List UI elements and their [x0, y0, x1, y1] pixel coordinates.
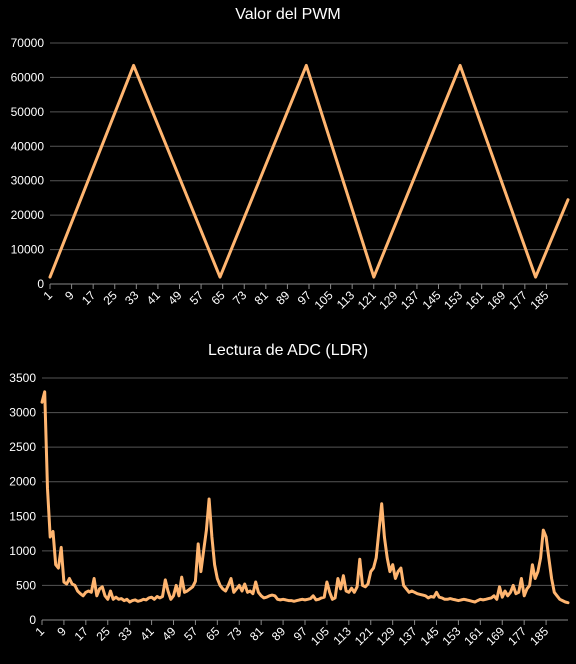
- y-tick-label: 3500: [9, 371, 36, 385]
- x-tick-label: 145: [418, 624, 442, 648]
- x-tick-label: 65: [208, 288, 228, 308]
- x-tick-label: 41: [144, 288, 164, 308]
- x-tick-label: 57: [187, 288, 207, 308]
- y-tick-label: 30000: [11, 174, 45, 188]
- x-tick-label: 73: [225, 624, 245, 644]
- x-tick-label: 9: [54, 624, 69, 639]
- x-tick-label: 1: [32, 624, 47, 639]
- x-tick-label: 145: [420, 288, 444, 312]
- x-tick-label: 185: [527, 624, 551, 648]
- x-tick-label: 17: [79, 288, 99, 308]
- x-tick-label: 169: [483, 624, 507, 648]
- y-tick-label: 1000: [9, 544, 36, 558]
- x-tick-label: 33: [122, 288, 142, 308]
- y-tick-label: 500: [16, 578, 36, 592]
- x-tick-label: 113: [334, 288, 358, 312]
- x-tick-label: 17: [72, 624, 92, 644]
- x-tick-label: 177: [506, 288, 530, 312]
- x-tick-label: 9: [62, 288, 77, 303]
- x-tick-label: 97: [295, 288, 315, 308]
- x-tick-label: 25: [94, 624, 114, 644]
- x-tick-label: 89: [273, 288, 293, 308]
- pwm-chart: Valor del PWM 0 10000 20000 30000 40000 50000…: [0, 0, 576, 330]
- y-tick-label: 70000: [11, 36, 45, 50]
- y-tick-label: 50000: [11, 105, 45, 119]
- x-tick-label: 57: [181, 624, 201, 644]
- x-tick-label: 153: [439, 624, 463, 648]
- x-tick-label: 121: [352, 624, 376, 648]
- y-tick-label: 10000: [11, 243, 45, 257]
- x-tick-label: 97: [291, 624, 311, 644]
- y-tick-label: 0: [37, 277, 44, 291]
- x-tick-label: 41: [137, 624, 157, 644]
- x-tick-label: 153: [441, 288, 465, 312]
- x-tick-label: 25: [101, 288, 121, 308]
- y-tick-label: 20000: [11, 208, 45, 222]
- y-tick-label: 60000: [11, 70, 45, 84]
- x-tick-label: 113: [331, 624, 355, 648]
- x-tick-label: 137: [396, 624, 420, 648]
- series-line: [48, 63, 570, 279]
- y-tick-label: 2000: [9, 475, 36, 489]
- y-tick-label: 0: [29, 613, 36, 627]
- x-tick-label: 49: [159, 624, 179, 644]
- y-tick-label: 2500: [9, 440, 36, 454]
- x-tick-label: 137: [398, 288, 422, 312]
- series-line: [40, 390, 570, 605]
- x-tick-label: 49: [165, 288, 185, 308]
- adc-chart-plot: 0 500 1000 1500 2000 2500 3000 3500 1 9 17 25 33 41 49…: [9, 371, 570, 648]
- x-tick-label: 161: [461, 624, 485, 648]
- x-tick-label: 105: [312, 288, 336, 312]
- y-tick-label: 40000: [11, 139, 45, 153]
- chart-title: Valor del PWM: [235, 6, 341, 23]
- x-tick-label: 121: [355, 288, 379, 312]
- x-tick-label: 33: [115, 624, 135, 644]
- x-tick-label: 81: [252, 288, 272, 308]
- x-tick-label: 129: [374, 624, 398, 648]
- x-tick-label: 185: [527, 288, 551, 312]
- x-tick-label: 105: [308, 624, 332, 648]
- x-tick-label: 73: [230, 288, 250, 308]
- x-tick-label: 169: [484, 288, 508, 312]
- y-tick-label: 3000: [9, 406, 36, 420]
- x-tick-label: 89: [269, 624, 289, 644]
- chart-title: Lectura de ADC (LDR): [207, 342, 369, 359]
- x-tick-label: 1: [40, 288, 55, 303]
- x-tick-label: 81: [247, 624, 267, 644]
- adc-chart: Lectura de ADC (LDR) 0 500 1000 1500 2000 250…: [0, 334, 576, 664]
- x-tick-label: 161: [463, 288, 487, 312]
- x-tick-label: 65: [203, 624, 223, 644]
- x-tick-label: 177: [505, 624, 529, 648]
- x-tick-label: 129: [376, 288, 400, 312]
- y-tick-label: 1500: [9, 509, 36, 523]
